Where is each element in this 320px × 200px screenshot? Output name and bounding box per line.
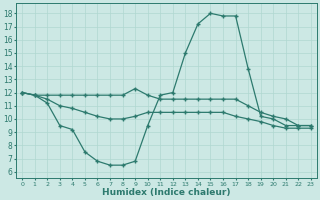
X-axis label: Humidex (Indice chaleur): Humidex (Indice chaleur) [102, 188, 231, 197]
